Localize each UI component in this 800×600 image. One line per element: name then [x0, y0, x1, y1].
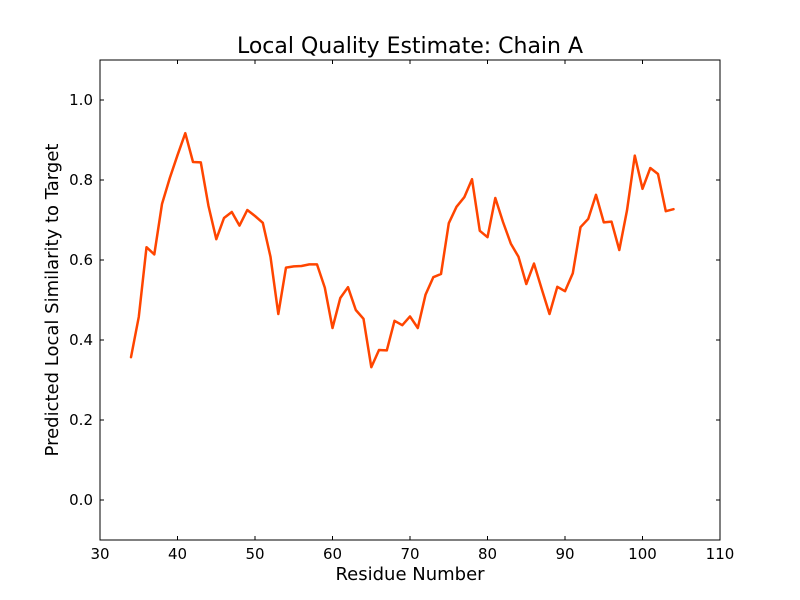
x-tick-label: 70	[400, 545, 419, 563]
x-tick-label: 40	[168, 545, 187, 563]
y-tick-label: 0.4	[69, 331, 93, 349]
plot-area	[129, 131, 675, 369]
y-tick-label: 0.8	[69, 171, 93, 189]
y-tick-label: 0.2	[69, 411, 93, 429]
series-line	[129, 131, 675, 369]
plot-frame	[99, 59, 721, 541]
y-tick-label: 0.0	[69, 491, 93, 509]
y-tick-label: 0.6	[69, 251, 93, 269]
x-tick-label: 50	[245, 545, 264, 563]
x-tick-label: 90	[555, 545, 574, 563]
axis-ticks: 30 40 50 60 70 80 90 100 110 0.0 0.2 0.4 0.6 0.8 1.0	[69, 60, 734, 563]
y-tick-label: 1.0	[69, 91, 93, 109]
x-tick-label: 80	[478, 545, 497, 563]
y-axis-label: Predicted Local Similarity to Target	[42, 144, 63, 457]
chart-title: Local Quality Estimate: Chain A	[237, 34, 583, 59]
x-tick-label: 100	[628, 545, 657, 563]
x-tick-label: 30	[90, 545, 109, 563]
x-axis-label: Residue Number	[335, 564, 485, 585]
x-tick-label: 110	[706, 545, 735, 563]
x-tick-label: 60	[323, 545, 342, 563]
